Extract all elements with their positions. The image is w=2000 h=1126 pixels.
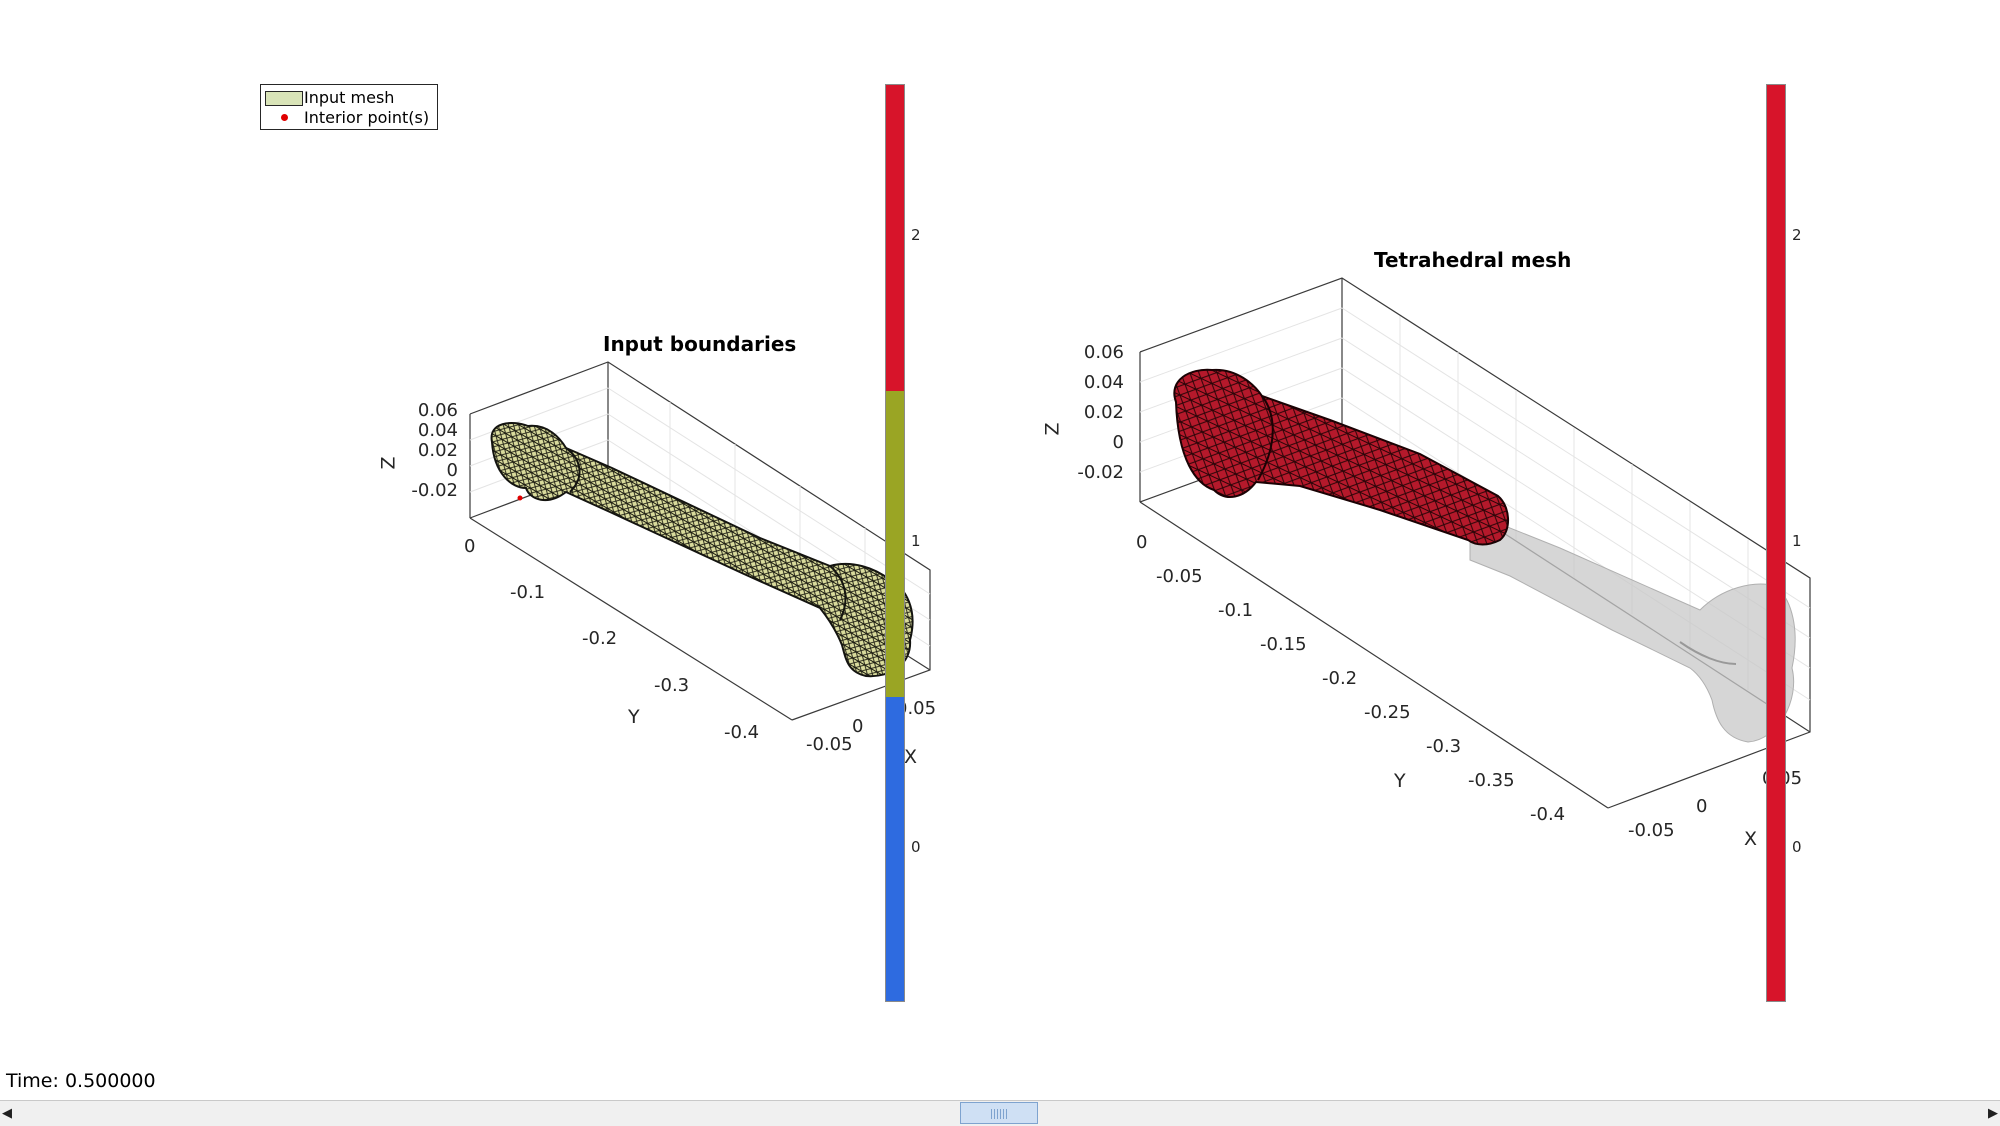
left-colorbar-segment [886,85,904,391]
right-colorbar-segment [1767,85,1785,1001]
right-y-tick: -0.3 [1426,736,1462,757]
right-y-tick: -0.25 [1364,702,1411,723]
time-slider[interactable]: ◀ ▶ [0,1100,2000,1126]
left-interior-point [517,495,523,501]
right-y-tick: 0 [1136,532,1148,553]
left-colorbar-tick: 1 [911,532,921,550]
left-z-tick: 0 [446,460,458,481]
interior-point-marker [281,114,288,121]
right-y-tick: -0.35 [1468,770,1515,791]
left-y-tick: -0.3 [654,675,690,696]
left-z-axis-label: Z [377,456,400,470]
legend-label: Input mesh [304,88,395,107]
legend-item-input-mesh: Input mesh [261,87,437,107]
grip-icon [991,1109,1009,1119]
left-bone-mesh [490,422,914,678]
time-slider-thumb[interactable] [960,1102,1038,1124]
left-x-axis-label: X [904,746,918,768]
left-z-tick: 0.04 [417,420,458,441]
right-axes[interactable]: Tetrahedral mesh 0.06 0.04 0.02 0 -0.02 … [1000,0,2000,1060]
right-bone-mesh [1173,368,1509,546]
right-y-axis-label: Y [1394,770,1406,792]
right-z-tick: 0.06 [1083,342,1124,363]
left-axes-graphics [469,361,931,721]
legend-item-interior-points: Interior point(s) [261,107,437,127]
left-y-tick: -0.4 [724,722,760,743]
left-x-tick: 0.05 [896,698,937,719]
legend[interactable]: Input mesh Interior point(s) [260,84,438,130]
left-colorbar-segment [886,697,904,1001]
right-y-tick: -0.2 [1322,668,1358,689]
left-y-tick: -0.1 [510,582,546,603]
left-colorbar-tick: 0 [911,838,921,856]
left-y-axis-label: Y [628,706,640,728]
left-plot-title: Input boundaries [603,332,797,356]
right-z-tick: 0 [1112,432,1124,453]
right-x-tick: -0.05 [1628,820,1675,841]
left-z-tick: 0.06 [417,400,458,421]
left-colorbar-segment [886,391,904,697]
left-y-tick: 0 [464,536,476,557]
right-y-tick: -0.05 [1156,566,1203,587]
legend-label: Interior point(s) [304,108,430,127]
right-x-tick: 0 [1696,796,1708,817]
right-x-axis-label: X [1744,828,1758,850]
right-z-axis-label: Z [1041,422,1064,436]
time-label: Time: 0.500000 [6,1070,156,1092]
right-y-tick: -0.15 [1260,634,1307,655]
right-y-tick: -0.4 [1530,804,1566,825]
left-z-tick: -0.02 [411,480,458,501]
right-ghost-detail [1679,641,1737,665]
left-y-tick: -0.2 [582,628,618,649]
right-colorbar[interactable] [1766,84,1786,1002]
input-mesh-swatch [265,91,303,106]
left-colorbar-tick: 2 [911,226,921,244]
right-z-tick: 0.04 [1083,372,1124,393]
triangle-right-icon[interactable]: ▶ [1988,1105,1998,1121]
right-z-tick: -0.02 [1077,462,1124,483]
right-y-tick: -0.1 [1218,600,1254,621]
right-z-tick: 0.02 [1083,402,1124,423]
right-axes-graphics [1139,277,1811,809]
left-axes[interactable]: Input boundaries 0.06 0.04 0.02 0 -0.02 … [0,0,1000,1060]
triangle-left-icon[interactable]: ◀ [2,1105,12,1121]
left-x-tick: 0 [852,716,864,737]
right-plot-title: Tetrahedral mesh [1374,248,1572,272]
right-colorbar-tick: 1 [1792,532,1802,550]
left-colorbar[interactable] [885,84,905,1002]
left-z-tick: 0.02 [417,440,458,461]
right-colorbar-tick: 2 [1792,226,1802,244]
right-colorbar-tick: 0 [1792,838,1802,856]
right-ghost-bone [1469,511,1796,743]
left-x-tick: -0.05 [806,734,853,755]
